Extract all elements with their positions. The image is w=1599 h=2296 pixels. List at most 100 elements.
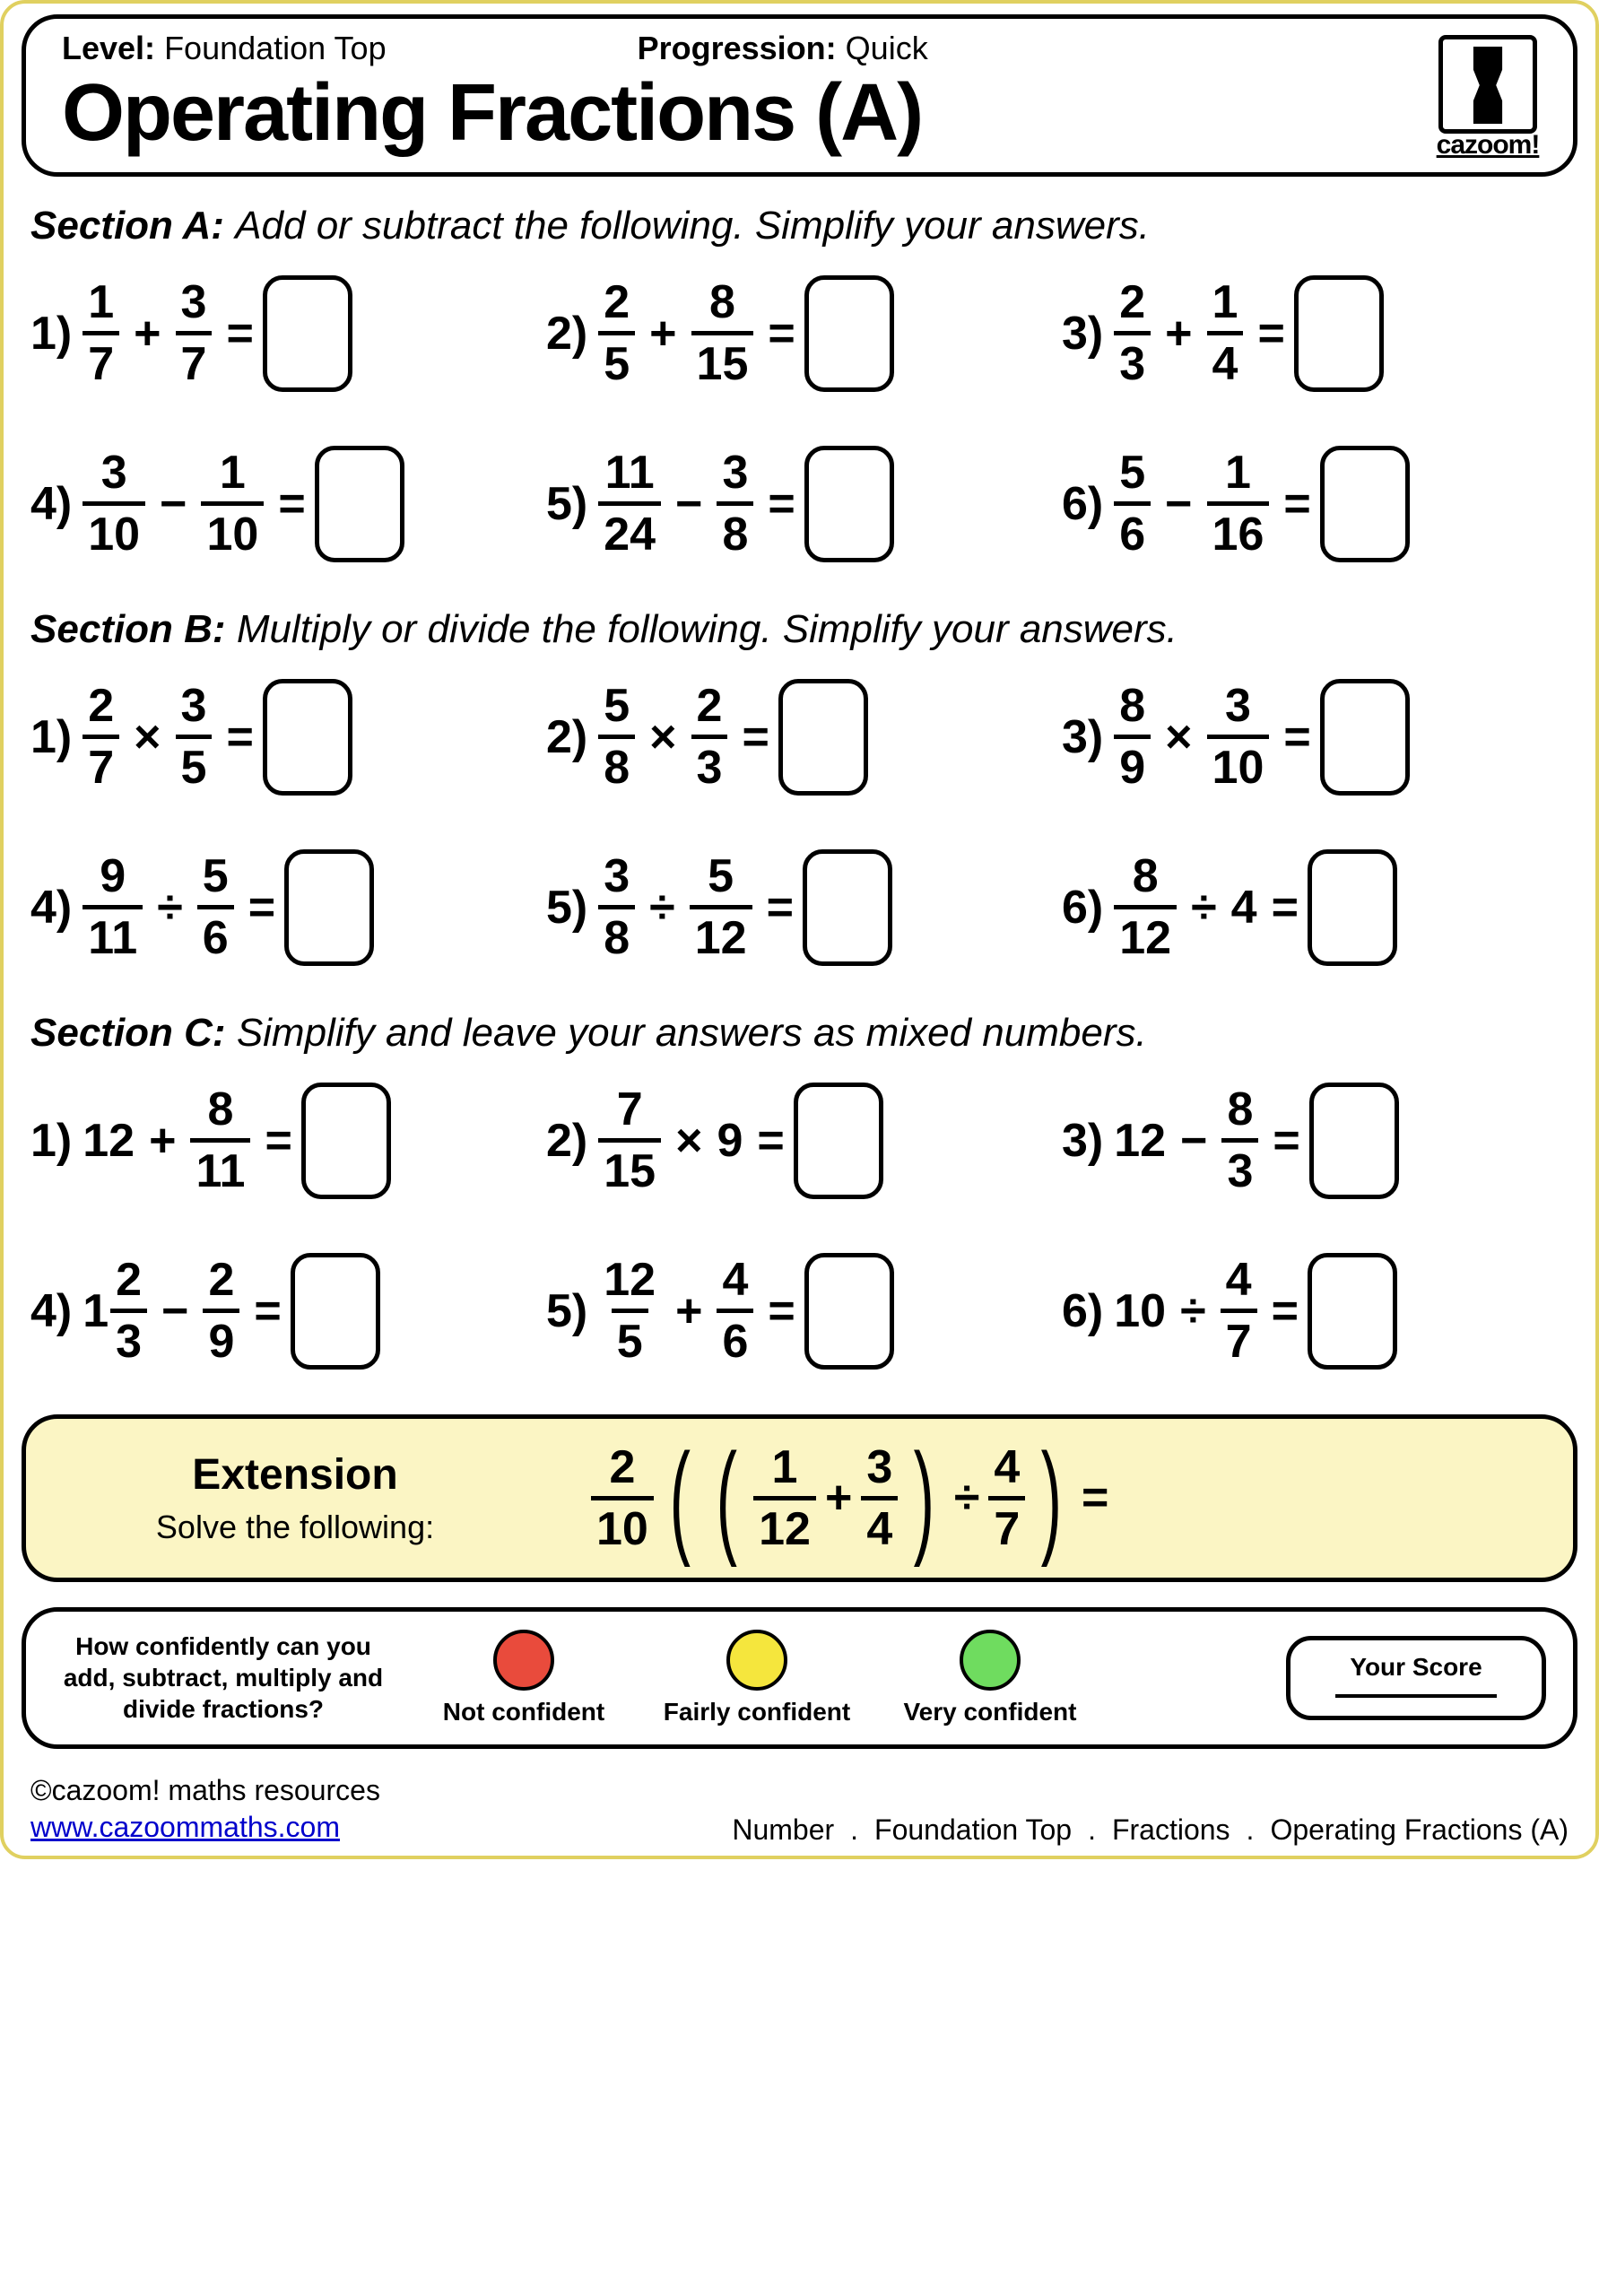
fraction: 2 3 xyxy=(1114,279,1151,387)
equals: = xyxy=(1280,710,1314,764)
equals: = xyxy=(1268,1284,1302,1338)
fraction: 7 15 xyxy=(598,1086,661,1195)
score-label: Your Score xyxy=(1326,1653,1506,1682)
answer-box[interactable] xyxy=(263,679,352,796)
operator: − xyxy=(1161,477,1195,531)
close-paren-icon: ) xyxy=(1041,1448,1062,1548)
answer-box[interactable] xyxy=(315,446,404,562)
fraction: 1 4 xyxy=(1207,279,1244,387)
fraction: 4 7 xyxy=(1221,1257,1257,1365)
answer-box[interactable] xyxy=(804,1253,894,1370)
expression: 8 9 × 3 10 = xyxy=(1114,683,1315,791)
header-box: Level: Foundation Top Progression: Quick… xyxy=(22,14,1577,177)
expression: 3 10 − 1 10 = xyxy=(83,449,309,558)
fraction: 8 15 xyxy=(691,279,754,387)
problem-number: 1) xyxy=(30,307,72,361)
answer-box[interactable] xyxy=(794,1083,883,1199)
whole-number: 12 xyxy=(1114,1114,1166,1168)
problem: 6) 8 12 ÷ 4 = xyxy=(1062,849,1569,966)
fraction: 1 10 xyxy=(201,449,264,558)
whole-number: 9 xyxy=(717,1114,743,1168)
answer-box[interactable] xyxy=(284,849,374,966)
operator: + xyxy=(1161,307,1195,361)
answer-box[interactable] xyxy=(1308,1253,1397,1370)
answer-box[interactable] xyxy=(803,849,892,966)
fraction: 2 9 xyxy=(203,1257,239,1365)
expression: 9 11 ÷ 5 6 = xyxy=(83,853,279,961)
expression: 1 2 3 − 2 9 = xyxy=(83,1257,285,1365)
footer-url[interactable]: www.cazoommaths.com xyxy=(30,1809,380,1847)
copyright: ©cazoom! maths resources xyxy=(30,1772,380,1810)
problem: 1) 12 + 8 11 = xyxy=(30,1083,537,1199)
fraction: 8 9 xyxy=(1114,683,1151,791)
equals: = xyxy=(222,710,256,764)
operator: + xyxy=(672,1284,706,1338)
answer-box[interactable] xyxy=(804,275,894,392)
problem: 5) 11 24 − 3 8 = xyxy=(546,446,1053,562)
answer-box[interactable] xyxy=(778,679,868,796)
confidence-label: Very confident xyxy=(887,1698,1093,1726)
answer-box[interactable] xyxy=(291,1253,380,1370)
equals: = xyxy=(1268,881,1302,935)
fraction: 3 10 xyxy=(83,449,145,558)
problem: 4) 9 11 ÷ 5 6 = xyxy=(30,849,537,966)
fraction: 3 5 xyxy=(176,683,213,791)
operator: ÷ xyxy=(1187,881,1221,935)
operator: + xyxy=(145,1114,179,1168)
expression: 2 5 + 8 15 = xyxy=(598,279,799,387)
answer-box[interactable] xyxy=(1309,1083,1399,1199)
expression: 12 − 8 3 = xyxy=(1114,1086,1304,1195)
fraction: 9 11 xyxy=(83,853,143,961)
operator: + xyxy=(130,307,164,361)
ext-equals: = xyxy=(1078,1471,1112,1525)
extension-title: Extension xyxy=(71,1450,519,1500)
fraction: 5 6 xyxy=(1114,449,1151,558)
problem-number: 4) xyxy=(30,881,72,935)
expression: 1 7 + 3 7 = xyxy=(83,279,257,387)
confidence-circle-icon xyxy=(493,1630,554,1691)
breadcrumb-item: Number xyxy=(732,1813,834,1847)
problem: 6) 10 ÷ 4 7 = xyxy=(1062,1253,1569,1370)
answer-box[interactable] xyxy=(301,1083,391,1199)
problem-number: 3) xyxy=(1062,710,1103,764)
equals: = xyxy=(763,881,797,935)
expression: 5 8 × 2 3 = xyxy=(598,683,773,791)
confidence-level[interactable]: Very confident xyxy=(887,1630,1093,1726)
level-value: Foundation Top xyxy=(164,30,387,66)
operator: × xyxy=(1161,710,1195,764)
fraction: 12 5 xyxy=(598,1257,661,1365)
equals: = xyxy=(764,307,798,361)
confidence-question: How confidently can you add, subtract, m… xyxy=(53,1631,394,1725)
fraction: 1 16 xyxy=(1207,449,1270,558)
confidence-circle-icon xyxy=(726,1630,787,1691)
ext-inner-b: 3 4 xyxy=(861,1444,898,1552)
brand-logo: cazoom! xyxy=(1430,35,1546,152)
worksheet-title: Operating Fractions (A) xyxy=(62,71,1537,156)
operator: − xyxy=(156,477,190,531)
whole-number: 4 xyxy=(1231,881,1257,935)
answer-box[interactable] xyxy=(1308,849,1397,966)
confidence-label: Not confident xyxy=(421,1698,627,1726)
fraction: 5 8 xyxy=(598,683,635,791)
problem: 2) 5 8 × 2 3 = xyxy=(546,679,1053,796)
progression: Progression: Quick xyxy=(638,30,928,67)
operator: − xyxy=(158,1284,192,1338)
problem-number: 4) xyxy=(30,1284,72,1338)
answer-box[interactable] xyxy=(804,446,894,562)
progression-value: Quick xyxy=(846,30,928,66)
equals: = xyxy=(245,881,279,935)
confidence-level[interactable]: Not confident xyxy=(421,1630,627,1726)
extension-expression: 2 10 ( ( 1 12 + 3 4 ) ÷ 4 7 ) = xyxy=(591,1444,1112,1552)
level-label: Level: xyxy=(62,30,155,66)
score-box[interactable]: Your Score xyxy=(1286,1636,1546,1720)
answer-box[interactable] xyxy=(263,275,352,392)
answer-box[interactable] xyxy=(1320,446,1410,562)
confidence-level[interactable]: Fairly confident xyxy=(654,1630,860,1726)
level: Level: Foundation Top xyxy=(62,30,387,67)
answer-box[interactable] xyxy=(1320,679,1410,796)
equals: = xyxy=(1269,1114,1303,1168)
operator: × xyxy=(672,1114,706,1168)
problem-number: 2) xyxy=(546,307,587,361)
answer-box[interactable] xyxy=(1294,275,1384,392)
breadcrumb-item: Fractions xyxy=(1112,1813,1230,1847)
